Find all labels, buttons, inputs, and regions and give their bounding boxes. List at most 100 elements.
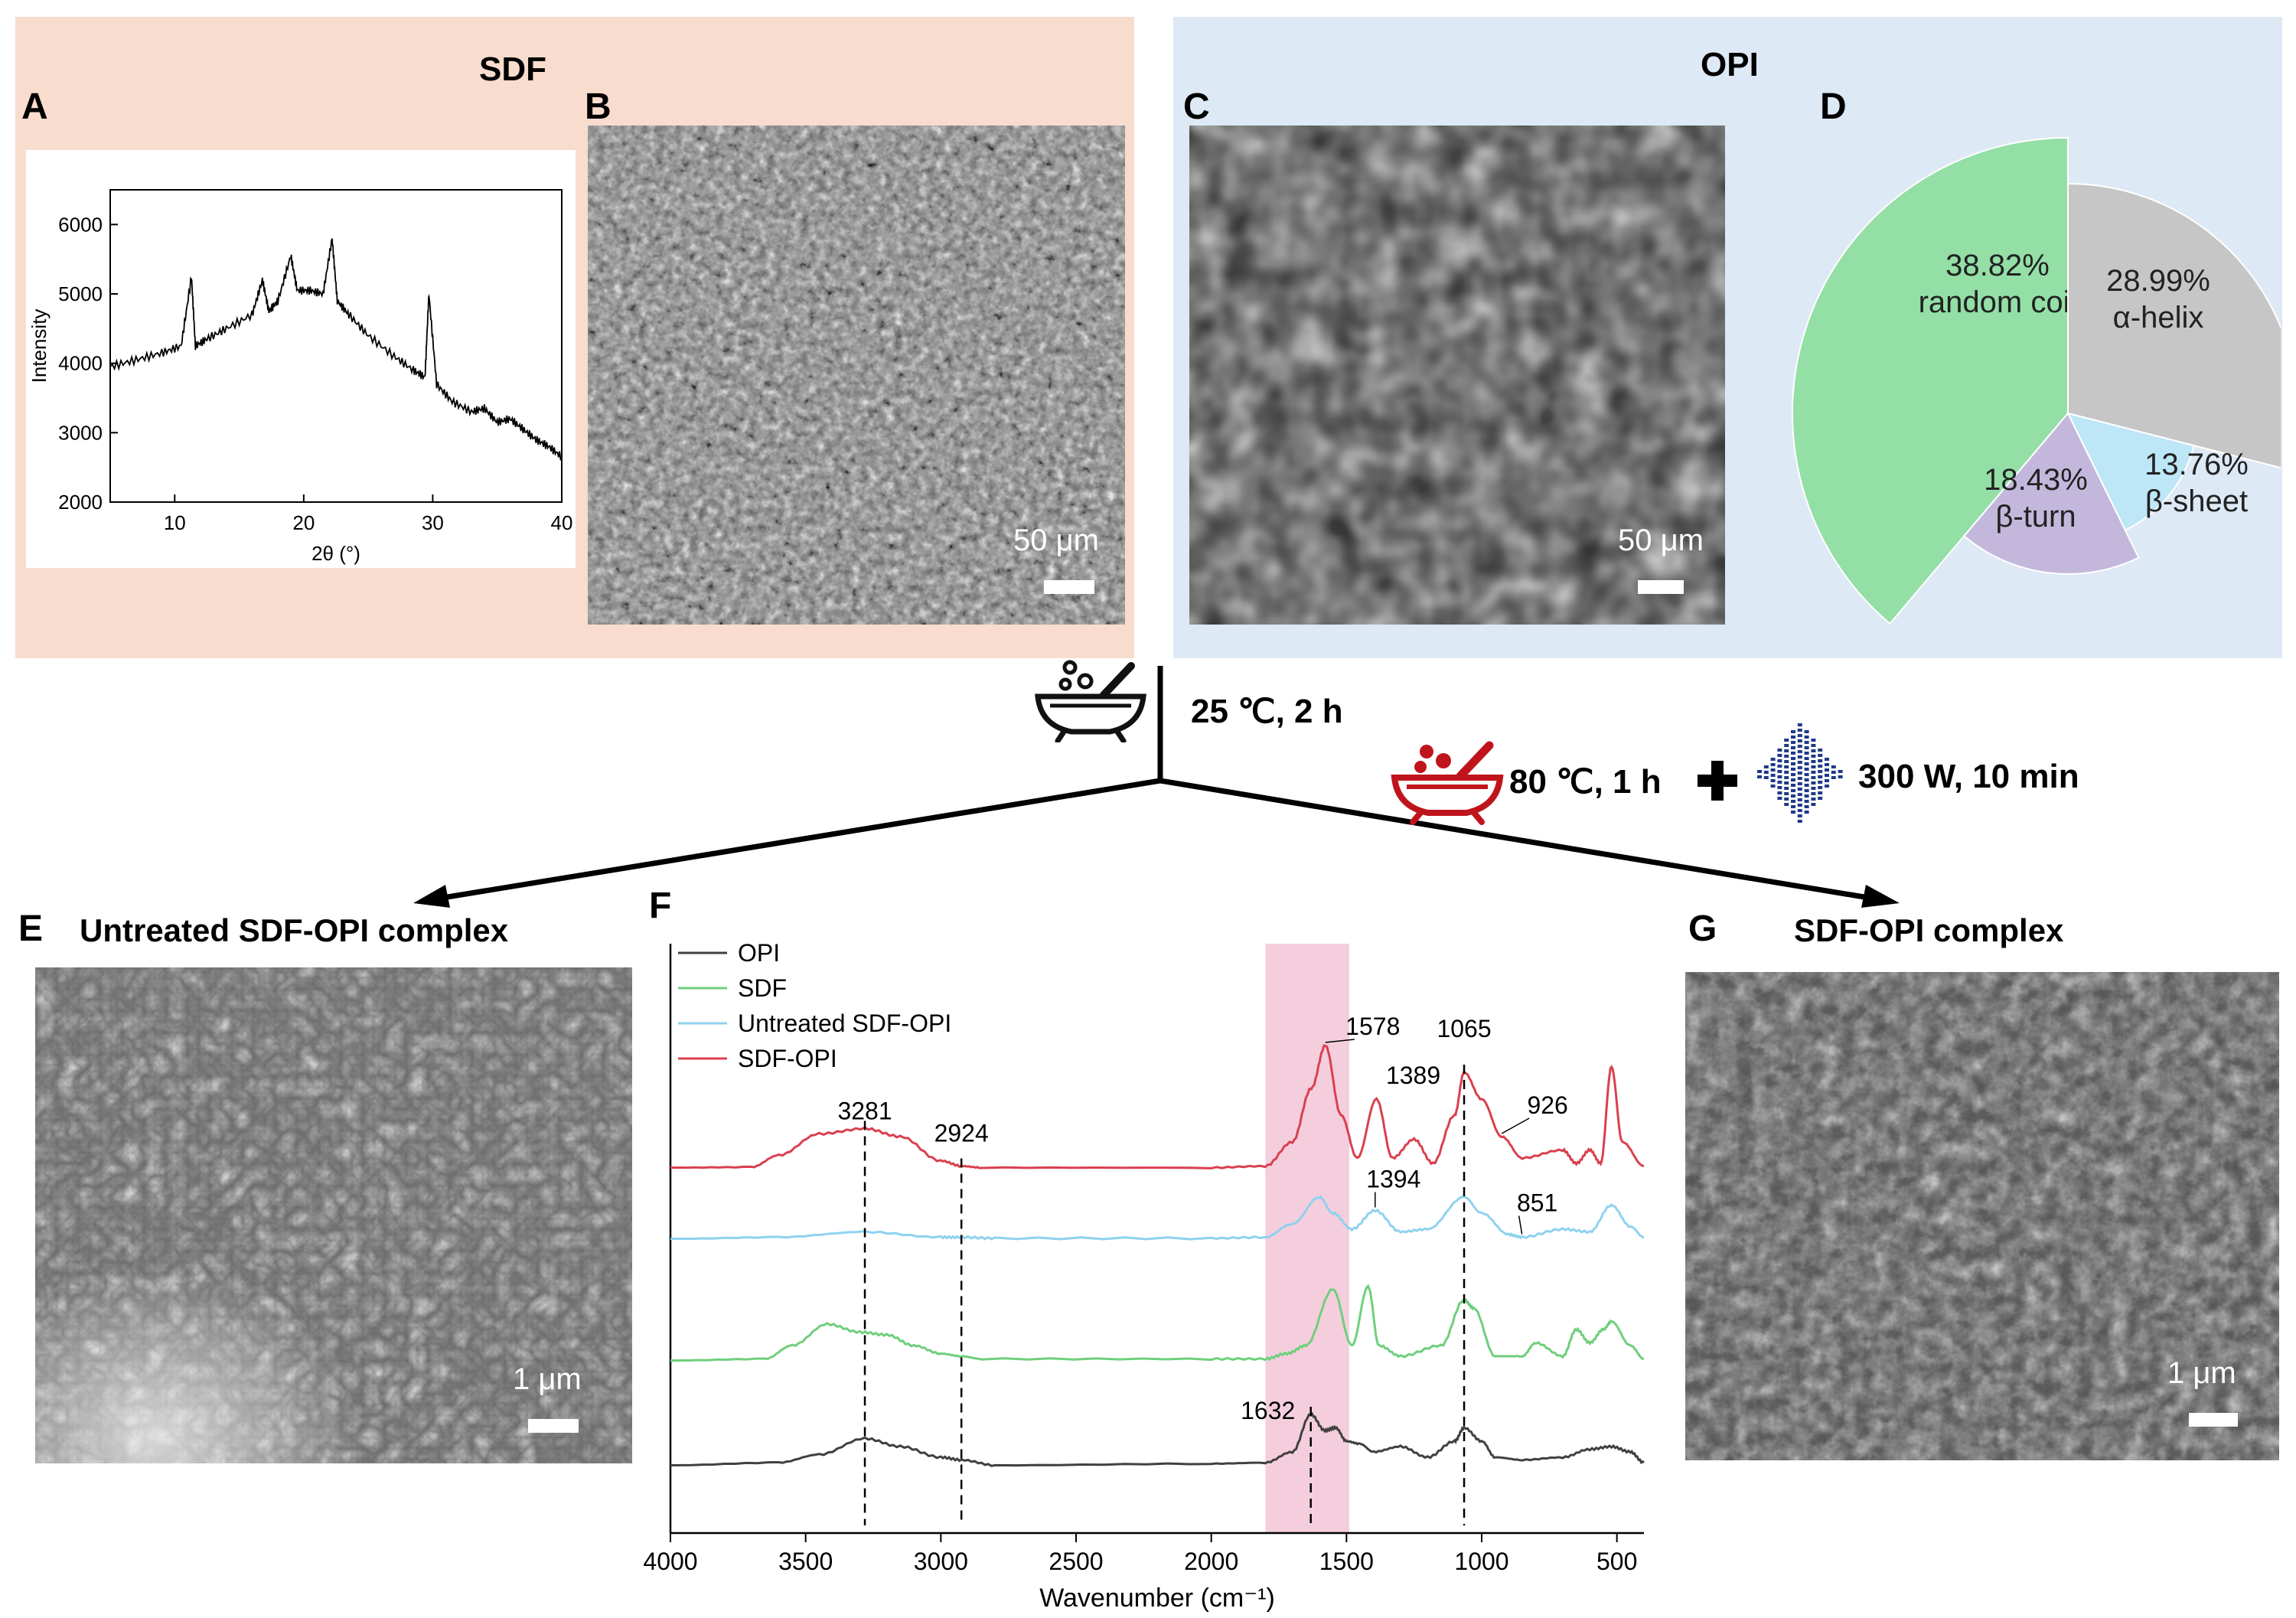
scale-bar-e: [528, 1419, 579, 1433]
ultrasound-bar: [1770, 758, 1776, 761]
ultrasound-bar: [1818, 759, 1823, 762]
ultrasound-bar: [1784, 744, 1789, 747]
ultrasound-bar: [1770, 785, 1776, 788]
ultrasound-bar: [1811, 803, 1816, 806]
scale-label-e: 1 μm: [513, 1362, 582, 1396]
ultrasound-bar: [1784, 803, 1789, 806]
ultrasound-bar: [1784, 771, 1789, 774]
plus-icon: [1698, 761, 1737, 801]
ultrasound-bar: [1811, 760, 1816, 763]
ultrasound-bar: [1791, 757, 1795, 760]
ultrasound-bar: [1804, 741, 1809, 744]
ftir-legend-label-sdf-opi: SDF-OPI: [738, 1045, 837, 1072]
ultrasound-bar: [1797, 788, 1802, 791]
ultrasound-bar: [1791, 741, 1795, 744]
ftir-legend-label-sdf: SDF: [738, 974, 787, 1002]
ultrasound-bar: [1777, 749, 1782, 752]
ultrasound-bar: [1797, 782, 1802, 785]
ultrasound-bar: [1763, 771, 1769, 774]
ultrasound-bar: [1784, 792, 1789, 795]
ultrasound-bar: [1818, 775, 1823, 778]
ultrasound-bar: [1784, 739, 1789, 742]
ultrasound-bar: [1791, 736, 1795, 739]
ultrasound-bar: [1804, 736, 1809, 739]
xrd-y-axis-label: Intensity: [28, 309, 51, 383]
ftir-annotation-1394-label: 1394: [1366, 1166, 1420, 1193]
ultrasound-bar: [1825, 774, 1829, 777]
panel-e-title: Untreated SDF-OPI complex: [80, 912, 509, 948]
pie-percent-beta-turn: 18.43%: [1984, 463, 2088, 497]
ftir-annotation-1632-label: 1632: [1241, 1397, 1295, 1424]
panel-letter-f: F: [649, 886, 672, 926]
ultrasound-bar: [1811, 781, 1816, 785]
pie-chart-svg: 38.82%random coil 28.99%α-helix 13.76%β-sh…: [1791, 136, 2296, 625]
ultrasound-bar: [1804, 773, 1809, 776]
xrd-x-tick-label: 10: [164, 511, 186, 534]
ultrasound-bar: [1791, 800, 1795, 803]
ultrasound-bar: [1811, 755, 1816, 758]
ftir-x-axis-label: Wavenumber (cm⁻¹): [1039, 1584, 1275, 1613]
ftir-x-tick-label: 500: [1596, 1548, 1637, 1575]
xrd-series-line: [109, 238, 563, 461]
ultrasound-bar: [1784, 755, 1789, 758]
scale-bar-g: [2189, 1413, 2238, 1427]
xrd-x-axis-label: 2θ (°): [311, 542, 360, 565]
ultrasound-bar: [1804, 800, 1809, 803]
xrd-chart: 10 20 30 40 2000 3000 4000 5000 6000 2θ (°) Intens…: [26, 150, 576, 568]
ultrasound-bar: [1818, 781, 1823, 784]
ftir-annotation-926-label: 926: [1527, 1091, 1567, 1119]
sem-image-untreated-complex: 1 μm: [35, 967, 632, 1463]
pie-percent-random-coil: 38.82%: [1945, 249, 2050, 282]
ultrasound-bar: [1770, 779, 1776, 782]
sem-image-opi: 50 μm: [1189, 126, 1725, 625]
ultrasound-bar: [1770, 768, 1776, 771]
pie-label-beta-turn: β-turn: [1995, 500, 2076, 533]
ultrasound-bar: [1804, 762, 1809, 765]
ultrasound-bar: [1804, 730, 1809, 733]
ultrasound-bar: [1797, 755, 1802, 758]
ftir-x-tick-label: 1000: [1454, 1548, 1508, 1575]
ultrasound-bar: [1777, 754, 1782, 757]
ultrasound-bar: [1777, 781, 1782, 784]
ftir-x-tick-label: 1500: [1319, 1548, 1374, 1575]
ultrasound-bar: [1791, 794, 1795, 798]
opi-group-title: OPI: [1701, 46, 1759, 83]
ftir-x-tick-label: 4000: [643, 1548, 697, 1575]
ultrasound-bar: [1818, 797, 1823, 800]
ultrasound-bar: [1804, 789, 1809, 792]
scale-label-c: 50 μm: [1618, 524, 1704, 557]
ultrasound-bar: [1818, 754, 1823, 757]
ftir-x-tick-label: 3500: [778, 1548, 833, 1575]
ultrasound-bar: [1811, 771, 1816, 774]
ultrasound-bar: [1777, 775, 1782, 778]
panel-letter-a: A: [21, 86, 48, 127]
ultrasound-bar: [1791, 778, 1795, 781]
sem-image-complex-texture: [1685, 972, 2279, 1460]
ftir-legend-label-opi: OPI: [738, 939, 780, 967]
ultrasound-bar: [1791, 784, 1795, 787]
ultrasound-bar: [1777, 797, 1782, 800]
xrd-y-tick-label: 3000: [58, 421, 103, 444]
ultrasound-bar: [1791, 752, 1795, 755]
ultrasound-bar: [1811, 749, 1816, 752]
ftir-chart-svg: 4000 3500 3000 2500 2000 1500 1000 500 Wavenumbe…: [643, 939, 1645, 1613]
ultrasound-bar: [1797, 766, 1802, 769]
ultrasound-bar: [1757, 775, 1762, 778]
process-arrows: [413, 666, 1900, 908]
pie-percent-alpha-helix: 28.99%: [2106, 264, 2210, 298]
ftir-series-sdf-opi: [670, 1044, 1645, 1169]
ultrasound-bar: [1777, 791, 1782, 794]
process-step-2-label: 80 ℃, 1 h: [1509, 763, 1662, 801]
ultrasound-bar: [1825, 785, 1829, 788]
ultrasound-bar: [1825, 758, 1829, 761]
ultrasound-bar: [1797, 814, 1802, 817]
ftir-legend-label-untreated-sdf-opi: Untreated SDF-OPI: [738, 1010, 951, 1037]
panel-letter-b: B: [585, 86, 612, 127]
ftir-annotation-1578-label: 1578: [1345, 1013, 1400, 1040]
xrd-y-tick-label: 4000: [58, 352, 103, 375]
xrd-chart-svg: 10 20 30 40 2000 3000 4000 5000 6000 2θ (°) Intens…: [28, 189, 572, 565]
ultrasound-bar: [1838, 775, 1843, 778]
scale-label-g: 1 μm: [2167, 1356, 2236, 1390]
ultrasound-bar: [1784, 760, 1789, 763]
ultrasound-bar: [1838, 770, 1843, 773]
